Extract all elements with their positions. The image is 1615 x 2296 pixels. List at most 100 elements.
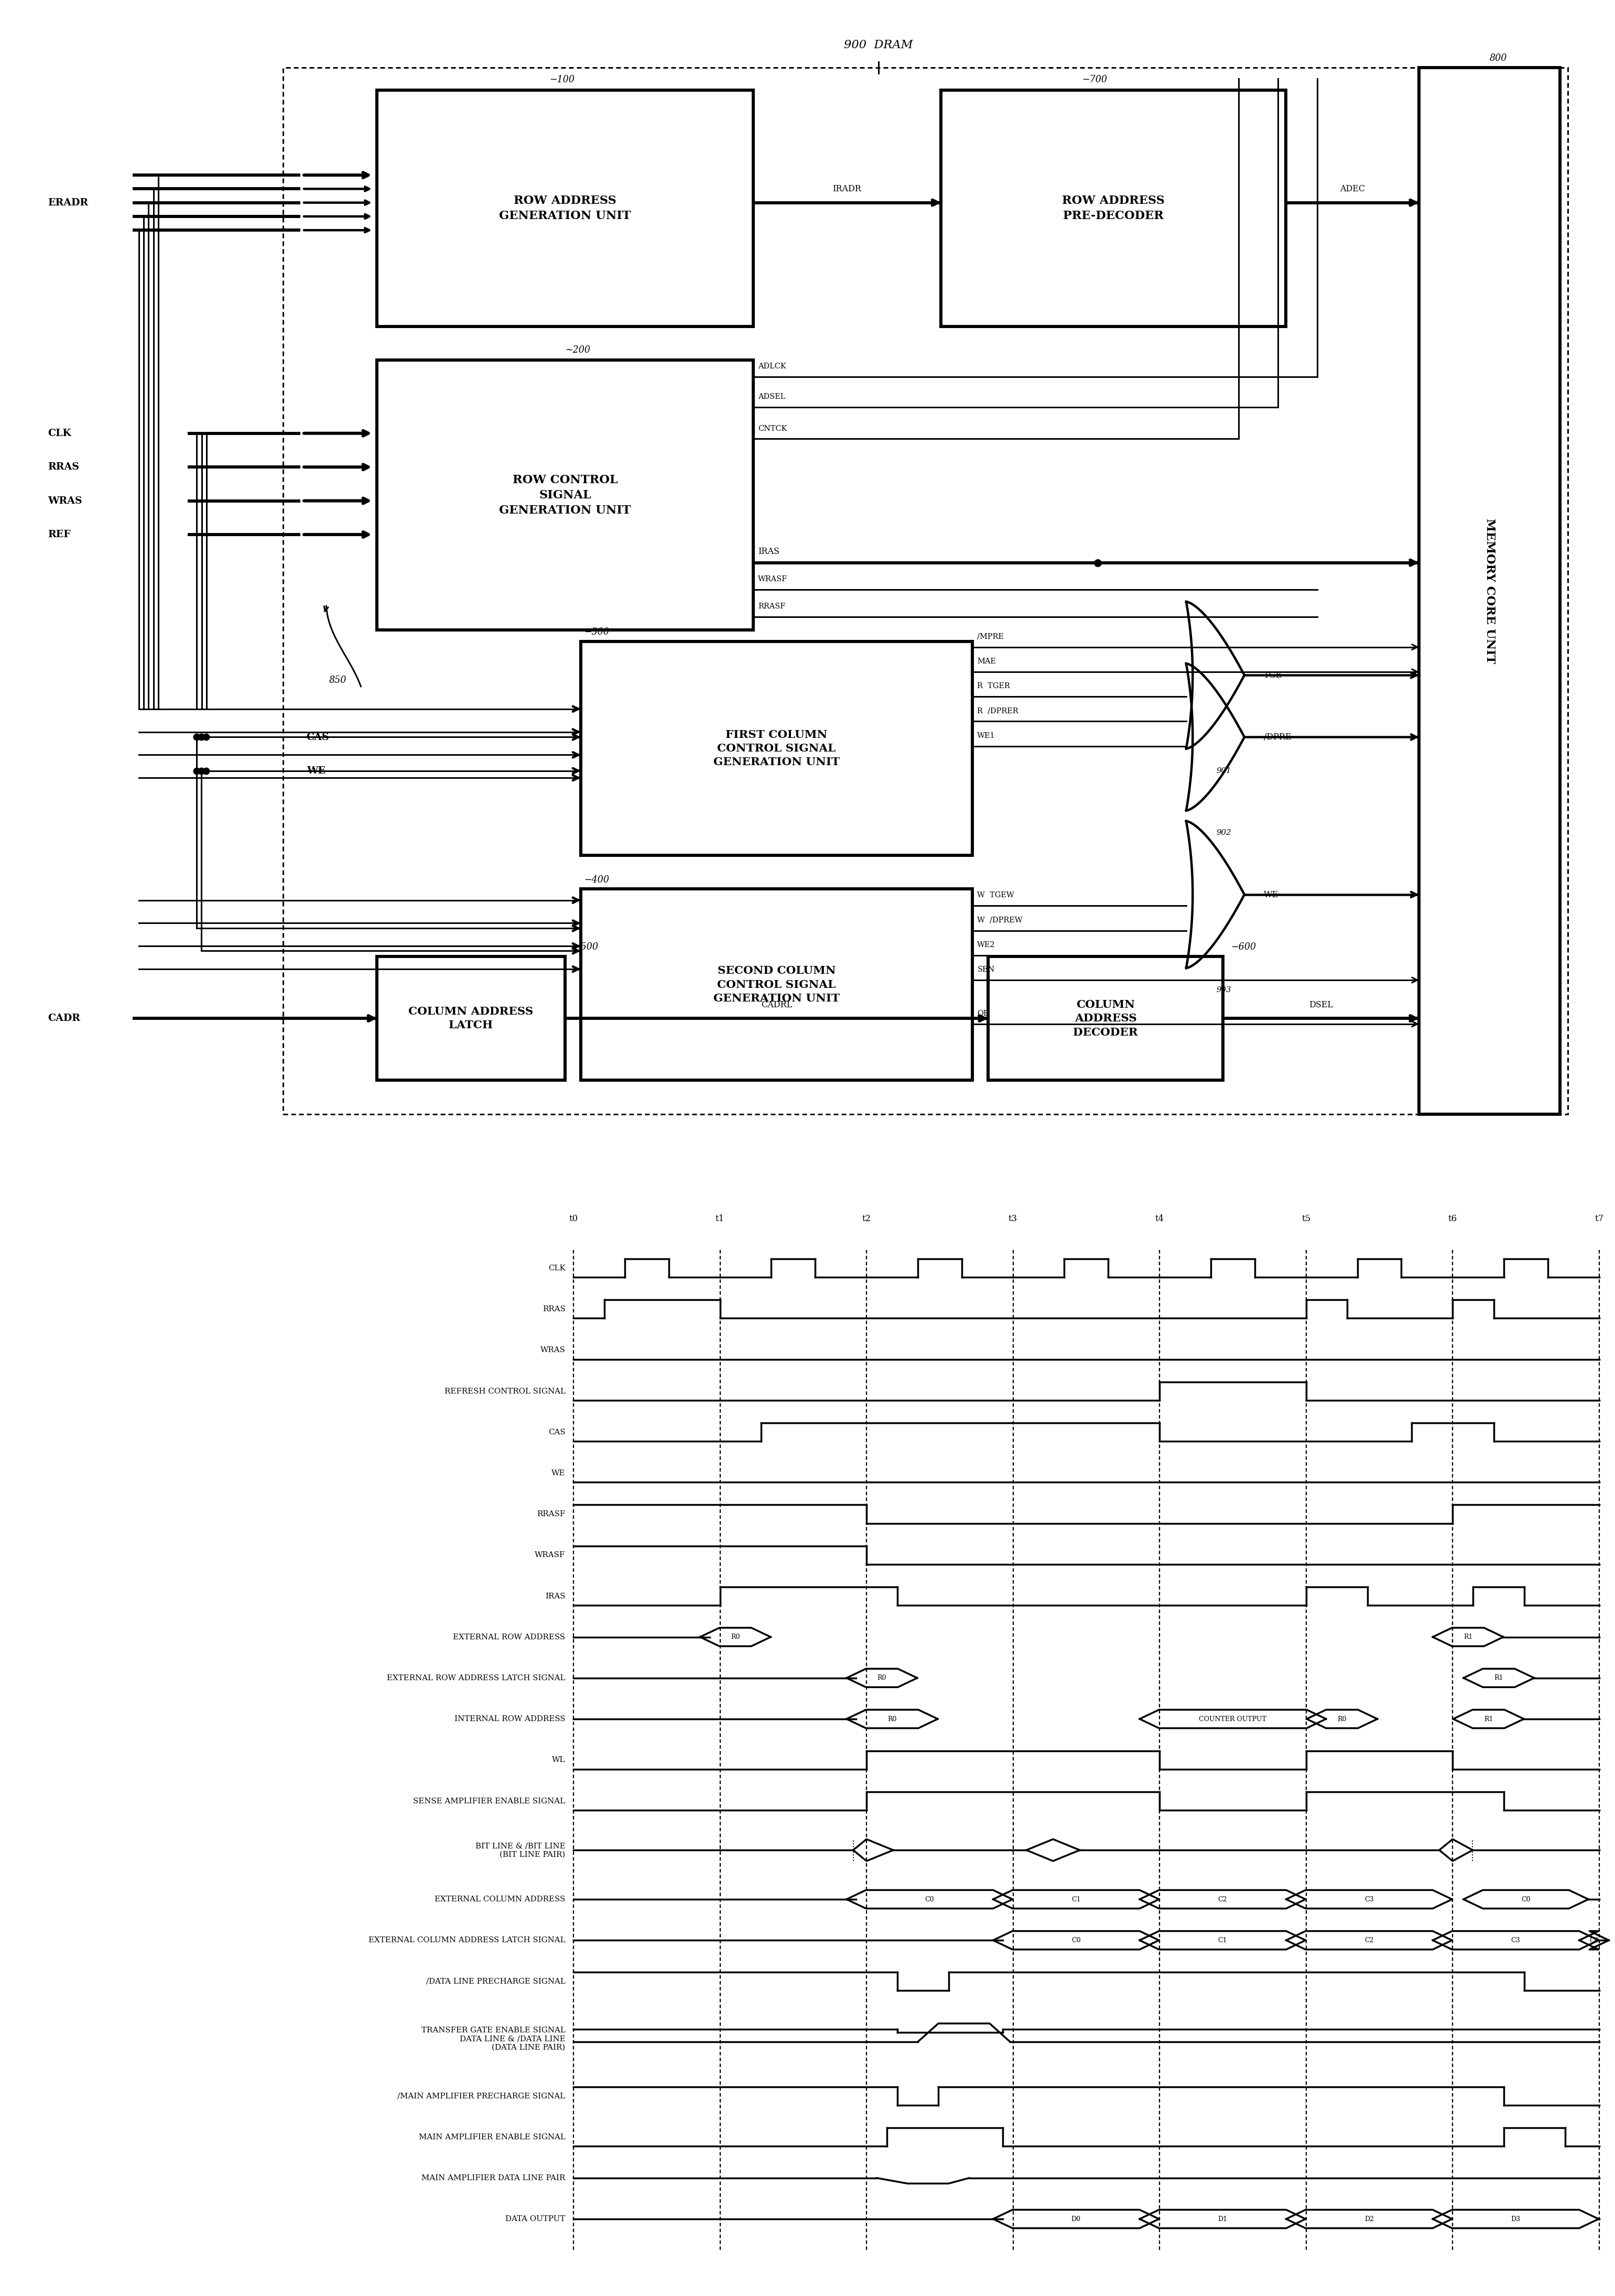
Text: CNTCK: CNTCK — [757, 425, 787, 432]
Text: t5: t5 — [1302, 1215, 1310, 1224]
Text: CLK: CLK — [547, 1265, 565, 1272]
Text: ADSEL: ADSEL — [757, 393, 785, 400]
Text: COLUMN ADDRESS
LATCH: COLUMN ADDRESS LATCH — [409, 1006, 533, 1031]
Text: ADEC: ADEC — [1339, 184, 1365, 193]
Text: COLUMN
ADDRESS
DECODER: COLUMN ADDRESS DECODER — [1072, 999, 1139, 1038]
Text: W  TGEW: W TGEW — [977, 891, 1014, 900]
Text: CADR: CADR — [48, 1013, 81, 1024]
Text: R0: R0 — [887, 1715, 896, 1722]
Text: MAE: MAE — [977, 657, 996, 666]
Text: t6: t6 — [1449, 1215, 1457, 1224]
Text: OE: OE — [977, 1010, 988, 1017]
Text: −700: −700 — [1082, 76, 1106, 85]
Text: ROW CONTROL
SIGNAL
GENERATION UNIT: ROW CONTROL SIGNAL GENERATION UNIT — [499, 475, 631, 517]
Text: WRAS: WRAS — [48, 496, 82, 505]
Text: /DPRE: /DPRE — [1263, 732, 1290, 742]
Text: 902: 902 — [1216, 829, 1231, 836]
Text: /MPRE: /MPRE — [977, 634, 1005, 641]
Text: DATA OUTPUT: DATA OUTPUT — [505, 2216, 565, 2223]
Text: ∼200: ∼200 — [565, 344, 589, 354]
Text: EXTERNAL ROW ADDRESS: EXTERNAL ROW ADDRESS — [454, 1632, 565, 1642]
Text: EXTERNAL COLUMN ADDRESS LATCH SIGNAL: EXTERNAL COLUMN ADDRESS LATCH SIGNAL — [368, 1936, 565, 1945]
Text: WE2: WE2 — [977, 941, 995, 948]
Text: CAS: CAS — [547, 1428, 565, 1435]
Text: INTERNAL ROW ADDRESS: INTERNAL ROW ADDRESS — [454, 1715, 565, 1722]
Text: ROW ADDRESS
PRE-DECODER: ROW ADDRESS PRE-DECODER — [1063, 195, 1164, 223]
Text: 800: 800 — [1489, 53, 1507, 64]
Text: t4: t4 — [1155, 1215, 1164, 1224]
Text: 903: 903 — [1216, 987, 1231, 994]
Text: MAIN AMPLIFIER DATA LINE PAIR: MAIN AMPLIFIER DATA LINE PAIR — [422, 2174, 565, 2181]
Bar — [580, 889, 972, 1081]
Text: WL: WL — [552, 1756, 565, 1763]
Bar — [942, 90, 1286, 326]
Text: −600: −600 — [1231, 941, 1256, 953]
Text: D2: D2 — [1365, 2216, 1373, 2223]
Text: W  /DPREW: W /DPREW — [977, 916, 1022, 923]
Text: ADLCK: ADLCK — [757, 363, 787, 370]
Text: MEMORY CORE UNIT: MEMORY CORE UNIT — [1484, 519, 1495, 664]
Text: IRADR: IRADR — [832, 184, 861, 193]
Text: WRAS: WRAS — [539, 1345, 565, 1355]
Text: 850: 850 — [329, 675, 347, 684]
Text: t7: t7 — [1594, 1215, 1604, 1224]
Text: SECOND COLUMN
CONTROL SIGNAL
GENERATION UNIT: SECOND COLUMN CONTROL SIGNAL GENERATION … — [714, 967, 840, 1003]
Text: −500: −500 — [573, 941, 598, 953]
Text: EXTERNAL COLUMN ADDRESS: EXTERNAL COLUMN ADDRESS — [434, 1896, 565, 1903]
Text: IRAS: IRAS — [757, 546, 780, 556]
Text: R0: R0 — [877, 1674, 887, 1681]
Text: 901: 901 — [1216, 767, 1231, 774]
Text: RRAS: RRAS — [48, 461, 79, 473]
Text: CLK: CLK — [48, 429, 71, 439]
Text: D3: D3 — [1510, 2216, 1520, 2223]
Text: WE: WE — [551, 1469, 565, 1476]
Text: REF: REF — [48, 530, 71, 540]
Text: /MAIN AMPLIFIER PRECHARGE SIGNAL: /MAIN AMPLIFIER PRECHARGE SIGNAL — [397, 2092, 565, 2101]
Text: WRASF: WRASF — [757, 576, 787, 583]
Bar — [1418, 69, 1560, 1114]
Text: CADRL: CADRL — [761, 1001, 791, 1010]
Text: WE1: WE1 — [977, 732, 995, 739]
Text: BIT LINE & /BIT LINE
(BIT LINE PAIR): BIT LINE & /BIT LINE (BIT LINE PAIR) — [475, 1841, 565, 1857]
Text: t1: t1 — [715, 1215, 725, 1224]
Text: R1: R1 — [1463, 1635, 1473, 1639]
Text: C3: C3 — [1510, 1938, 1520, 1945]
Text: CAS: CAS — [307, 732, 329, 742]
Text: FIRST COLUMN
CONTROL SIGNAL
GENERATION UNIT: FIRST COLUMN CONTROL SIGNAL GENERATION U… — [714, 730, 840, 767]
Text: t3: t3 — [1008, 1215, 1017, 1224]
Text: RRASF: RRASF — [757, 602, 785, 611]
Text: IRAS: IRAS — [546, 1593, 565, 1600]
Bar — [376, 360, 753, 631]
Text: D1: D1 — [1218, 2216, 1227, 2223]
Bar — [988, 957, 1223, 1081]
Text: R  TGER: R TGER — [977, 682, 1009, 689]
Text: RRASF: RRASF — [536, 1511, 565, 1518]
Text: D0: D0 — [1071, 2216, 1080, 2223]
Text: COUNTER OUTPUT: COUNTER OUTPUT — [1198, 1715, 1266, 1722]
Text: ROW ADDRESS
GENERATION UNIT: ROW ADDRESS GENERATION UNIT — [499, 195, 631, 223]
Text: DSEL: DSEL — [1308, 1001, 1332, 1010]
Text: C1: C1 — [1071, 1896, 1080, 1903]
Text: t2: t2 — [862, 1215, 870, 1224]
Bar — [376, 957, 565, 1081]
Text: 900  DRAM: 900 DRAM — [843, 39, 912, 51]
Text: SENSE AMPLIFIER ENABLE SIGNAL: SENSE AMPLIFIER ENABLE SIGNAL — [413, 1798, 565, 1805]
Text: TGE: TGE — [1263, 670, 1282, 680]
Text: /DATA LINE PRECHARGE SIGNAL: /DATA LINE PRECHARGE SIGNAL — [426, 1977, 565, 1986]
Text: WRASF: WRASF — [535, 1552, 565, 1559]
Bar — [376, 90, 753, 326]
Bar — [580, 641, 972, 856]
Bar — [283, 69, 1568, 1114]
Text: C1: C1 — [1218, 1938, 1227, 1945]
Text: REFRESH CONTROL SIGNAL: REFRESH CONTROL SIGNAL — [444, 1387, 565, 1394]
Text: WE: WE — [1263, 891, 1277, 900]
Text: R1: R1 — [1494, 1674, 1504, 1681]
Text: ERADR: ERADR — [48, 197, 89, 207]
Text: −400: −400 — [585, 875, 609, 884]
Text: C0: C0 — [1071, 1938, 1080, 1945]
Text: RRAS: RRAS — [543, 1306, 565, 1313]
Text: EXTERNAL ROW ADDRESS LATCH SIGNAL: EXTERNAL ROW ADDRESS LATCH SIGNAL — [388, 1674, 565, 1681]
Text: C0: C0 — [1589, 1938, 1599, 1945]
Text: C0: C0 — [1521, 1896, 1531, 1903]
Text: t0: t0 — [568, 1215, 578, 1224]
